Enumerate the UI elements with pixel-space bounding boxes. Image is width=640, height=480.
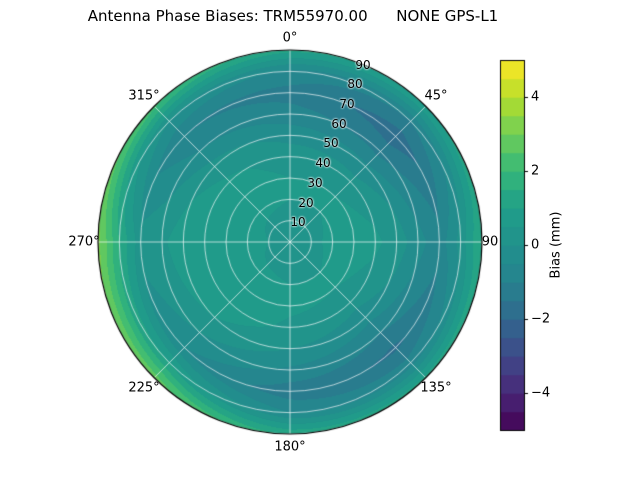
colorbar-tick-2: 2 [531, 163, 540, 179]
radial-tick-label-70: 70 [339, 97, 355, 111]
chart-title: Antenna Phase Biases: TRM55970.00 NONE G… [87, 7, 499, 25]
azimuth-label-135: 135° [420, 380, 452, 396]
azimuth-label-45: 45° [424, 88, 448, 104]
colorbar-tick-m2: −2 [531, 311, 551, 327]
azimuth-label-315: 315° [128, 88, 160, 104]
radial-tick-label-80: 80 [347, 77, 363, 91]
colorbar-tick-4: 4 [531, 89, 540, 105]
azimuth-label-180: 180° [274, 439, 306, 455]
radial-tick-label-30: 30 [307, 176, 323, 190]
azimuth-label-270: 270° [68, 234, 100, 250]
radial-tick-label-90: 90 [355, 58, 371, 72]
radial-tick-label-50: 50 [323, 136, 339, 150]
colorbar-axis-label: Bias (mm) [548, 211, 564, 279]
radial-tick-label-60: 60 [331, 117, 347, 131]
colorbar-tick-0: 0 [531, 237, 540, 253]
azimuth-label-0: 0° [282, 30, 298, 46]
azimuth-label-225: 225° [128, 380, 160, 396]
azimuth-label-90: 90 [481, 234, 499, 250]
colorbar-tick-m4: −4 [531, 385, 551, 401]
radial-tick-label-20: 20 [298, 196, 314, 210]
radial-tick-label-40: 40 [315, 156, 331, 170]
radial-tick-label-10: 10 [290, 215, 306, 229]
